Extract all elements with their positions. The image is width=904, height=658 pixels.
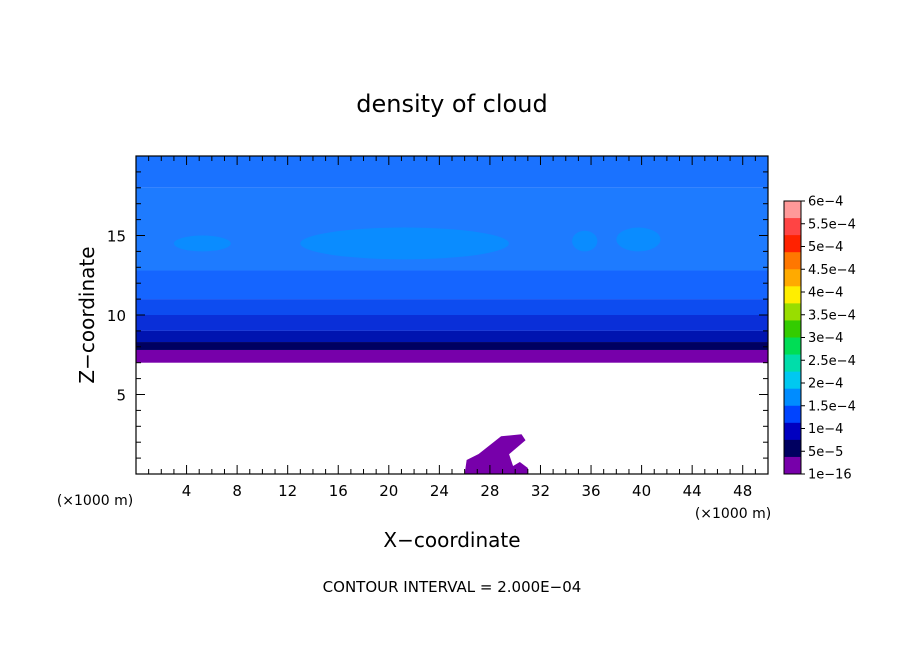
- x-axis-title: X−coordinate: [383, 528, 520, 552]
- plot-frame: [135, 155, 769, 475]
- colorbar-segment: [784, 354, 801, 373]
- colorbar-label: 5e−5: [808, 445, 843, 460]
- colorbar-label: 1e−16: [808, 468, 852, 483]
- colorbar-segment: [784, 252, 801, 270]
- colorbar-label: 1.5e−4: [808, 399, 856, 414]
- colorbar-segment: [784, 456, 801, 475]
- colorbar: 6e−4 5.5e−4 5e−4 4.5e−4 4e−4 3.5e−4 3e−4 2.5e−4…: [783, 195, 856, 483]
- x-tick-label: 28: [480, 482, 499, 500]
- density-layer-5: [136, 330, 768, 343]
- highlight-region-3: [616, 227, 661, 252]
- density-layer-3: [136, 299, 768, 315]
- x-unit-right: (×1000 m): [695, 506, 771, 522]
- y-axis-ticks: 5 10 15: [107, 171, 768, 459]
- density-layer-1: [136, 187, 768, 271]
- colorbar-segment: [784, 320, 801, 338]
- x-tick-label: 12: [278, 482, 297, 500]
- x-tick-label: 44: [683, 482, 702, 500]
- x-tick-label: 24: [430, 482, 449, 500]
- colorbar-segment: [784, 422, 801, 441]
- colorbar-label: 4e−4: [808, 286, 843, 301]
- density-layer-2: [136, 270, 768, 300]
- colorbar-label: 5.5e−4: [808, 217, 856, 232]
- highlight-region-0: [173, 235, 231, 252]
- colorbar-label: 1e−4: [808, 422, 843, 437]
- colorbar-label: 3.5e−4: [808, 308, 856, 323]
- x-tick-label: 20: [379, 482, 398, 500]
- colorbar-segment: [784, 405, 801, 424]
- density-layer-6: [136, 342, 768, 350]
- colorbar-segment: [784, 235, 801, 253]
- colorbar-label: 4.5e−4: [808, 263, 856, 278]
- colorbar-label: 2e−4: [808, 377, 843, 392]
- y-axis-title: Z−coordinate: [75, 246, 99, 383]
- contour-interval-note: CONTOUR INTERVAL = 2.000E−04: [323, 578, 582, 596]
- colorbar-segment: [784, 439, 801, 458]
- x-tick-label: 40: [632, 482, 651, 500]
- x-tick-label: 4: [182, 482, 192, 500]
- colorbar-segment: [784, 371, 801, 390]
- colorbar-segment: [784, 269, 801, 287]
- density-layer-4: [136, 315, 768, 331]
- x-unit-left: (×1000 m): [57, 493, 133, 509]
- x-tick-label: 32: [531, 482, 550, 500]
- colorbar-label: 2.5e−4: [808, 354, 856, 369]
- highlight-region-2: [572, 230, 598, 252]
- colorbar-label: 3e−4: [808, 331, 843, 346]
- chart-title: density of cloud: [356, 90, 547, 118]
- x-axis-ticks: 4 8 12 16 20 24 28 32 36 40 44 48: [148, 156, 756, 500]
- x-tick-label: 8: [232, 482, 242, 500]
- low-cloud-region: [464, 434, 528, 474]
- colorbar-segment: [784, 201, 801, 219]
- y-tick-label: 15: [107, 228, 126, 246]
- x-tick-label: 16: [329, 482, 348, 500]
- plot-area: [136, 156, 768, 474]
- colorbar-label: 5e−4: [808, 240, 843, 255]
- colorbar-segment: [784, 388, 801, 407]
- x-tick-label: 36: [581, 482, 600, 500]
- density-layer-7: [136, 349, 768, 363]
- colorbar-label: 6e−4: [808, 195, 843, 210]
- x-tick-label: 48: [733, 482, 752, 500]
- colorbar-segment: [784, 218, 801, 236]
- highlight-region-1: [300, 227, 509, 260]
- colorbar-segment: [784, 337, 801, 355]
- colorbar-segment: [784, 303, 801, 321]
- y-tick-label: 10: [107, 307, 126, 325]
- y-tick-label: 5: [116, 387, 126, 405]
- colorbar-segment: [784, 286, 801, 304]
- density-layer-0: [136, 156, 768, 188]
